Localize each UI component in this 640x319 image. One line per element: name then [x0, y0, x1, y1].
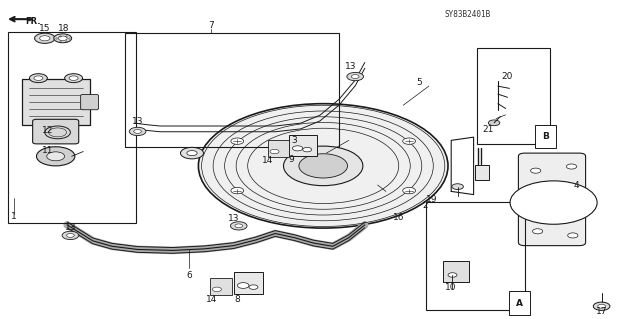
Bar — [8, 32, 136, 223]
Circle shape — [448, 273, 457, 277]
Text: 9: 9 — [289, 155, 294, 164]
Circle shape — [36, 147, 75, 166]
Text: 6: 6 — [186, 271, 191, 280]
Bar — [475, 165, 489, 180]
Circle shape — [235, 224, 243, 228]
Circle shape — [212, 287, 221, 292]
Circle shape — [198, 104, 448, 228]
Circle shape — [403, 188, 415, 194]
Circle shape — [231, 188, 244, 194]
Bar — [125, 33, 339, 147]
Text: 17: 17 — [596, 307, 607, 315]
Circle shape — [237, 283, 249, 288]
Circle shape — [230, 222, 247, 230]
Circle shape — [187, 151, 197, 156]
Circle shape — [598, 304, 605, 308]
Text: A: A — [516, 299, 523, 308]
Text: 7: 7 — [209, 21, 214, 30]
Text: 13: 13 — [345, 63, 356, 71]
Text: 21: 21 — [482, 125, 493, 134]
Circle shape — [249, 285, 258, 289]
Text: 15: 15 — [39, 24, 51, 33]
Text: 1: 1 — [12, 212, 17, 221]
Circle shape — [47, 152, 65, 161]
Text: 14: 14 — [262, 156, 273, 165]
Text: 8: 8 — [234, 295, 239, 304]
FancyBboxPatch shape — [234, 272, 263, 294]
Text: 13: 13 — [228, 214, 239, 223]
Circle shape — [403, 138, 415, 144]
Circle shape — [69, 76, 78, 80]
Text: 14: 14 — [205, 295, 217, 304]
Circle shape — [54, 34, 72, 43]
FancyBboxPatch shape — [518, 153, 586, 246]
Circle shape — [180, 147, 204, 159]
FancyBboxPatch shape — [81, 94, 99, 110]
Circle shape — [231, 138, 244, 144]
Text: 12: 12 — [42, 126, 54, 135]
Circle shape — [292, 146, 303, 151]
Text: 11: 11 — [42, 146, 54, 155]
Circle shape — [351, 75, 359, 78]
Text: 13: 13 — [65, 223, 76, 232]
Circle shape — [129, 127, 146, 136]
Text: FR.: FR. — [26, 17, 41, 26]
Text: 10: 10 — [445, 283, 457, 292]
FancyBboxPatch shape — [22, 79, 90, 125]
Circle shape — [29, 74, 47, 83]
Circle shape — [347, 72, 364, 81]
Text: SY83B2401B: SY83B2401B — [445, 10, 491, 19]
Circle shape — [532, 229, 543, 234]
Text: 3: 3 — [292, 136, 297, 145]
Bar — [426, 202, 525, 310]
Circle shape — [67, 234, 74, 237]
Text: 5: 5 — [417, 78, 422, 87]
Circle shape — [593, 302, 610, 310]
Text: 16: 16 — [393, 213, 404, 222]
FancyBboxPatch shape — [443, 261, 469, 282]
Text: 18: 18 — [58, 24, 70, 33]
Circle shape — [566, 164, 577, 169]
Circle shape — [299, 154, 348, 178]
Circle shape — [488, 120, 500, 126]
Text: 4: 4 — [573, 181, 579, 189]
Circle shape — [531, 168, 541, 173]
Circle shape — [58, 36, 67, 41]
Circle shape — [134, 130, 141, 133]
Circle shape — [284, 146, 363, 186]
Circle shape — [303, 147, 312, 152]
Circle shape — [270, 149, 279, 154]
FancyBboxPatch shape — [33, 119, 79, 144]
Text: 2: 2 — [423, 201, 428, 210]
Circle shape — [34, 76, 43, 80]
Circle shape — [35, 33, 55, 43]
FancyBboxPatch shape — [268, 140, 289, 157]
Text: 20: 20 — [501, 72, 513, 81]
Circle shape — [65, 74, 83, 83]
Bar — [477, 48, 550, 144]
FancyBboxPatch shape — [289, 135, 317, 156]
Text: 19: 19 — [426, 195, 438, 204]
Circle shape — [62, 231, 79, 240]
FancyBboxPatch shape — [210, 278, 232, 295]
Circle shape — [510, 181, 597, 224]
Text: B: B — [542, 132, 548, 141]
Circle shape — [40, 36, 50, 41]
Text: 13: 13 — [132, 117, 143, 126]
Circle shape — [568, 233, 578, 238]
Circle shape — [452, 184, 463, 189]
